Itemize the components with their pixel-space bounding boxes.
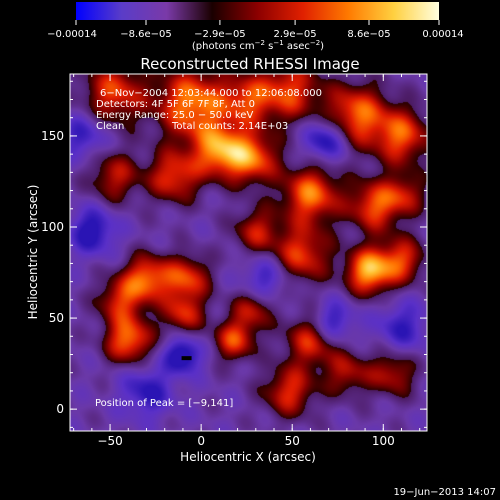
plot-frame bbox=[69, 73, 428, 432]
colorbar-tick-label: −2.9e−05 bbox=[194, 29, 246, 40]
colorbar-tick-label: −0.00014 bbox=[47, 29, 97, 40]
colorbar-tick-labels: −0.00014 −8.6e−05 −2.9e−05 2.9e−05 8.6e−05 0.… bbox=[47, 29, 464, 40]
x-axis-tick-label: 0 bbox=[197, 434, 205, 448]
clean-annotation: Clean bbox=[96, 121, 124, 132]
colorbar-tick-label: 2.9e−05 bbox=[274, 29, 317, 40]
x-axis-tick-label: 100 bbox=[372, 434, 395, 448]
y-axis-tick-label: 0 bbox=[56, 402, 64, 416]
colorbar-unit-label: (photons cm−2 s−1 asec−2) bbox=[192, 39, 324, 52]
detectors-annotation: Detectors: 4F 5F 6F 7F 8F, Att 0 bbox=[96, 99, 255, 110]
total-counts-annotation: Total counts: 2.14E+03 bbox=[171, 121, 288, 132]
heatmap-container bbox=[70, 74, 427, 431]
y-axis-tick-label: 150 bbox=[41, 129, 64, 143]
colorbar-tick-label: −8.6e−05 bbox=[120, 29, 172, 40]
time-range-annotation: 6−Nov−2004 12:03:44.000 to 12:06:08.000 bbox=[100, 88, 322, 99]
y-axis-tick-label: 50 bbox=[49, 311, 64, 325]
x-axis-ticks: −50 0 50 100 bbox=[73, 74, 421, 448]
heatmap-image bbox=[70, 74, 427, 431]
x-axis-tick-label: −50 bbox=[97, 434, 122, 448]
colorbar-tick-label: 8.6e−05 bbox=[347, 29, 390, 40]
chart-title: Reconstructed RHESSI Image bbox=[140, 55, 359, 73]
footer-timestamp: 19−Jun−2013 14:07 bbox=[393, 487, 496, 498]
x-axis-tick-label: 50 bbox=[285, 434, 300, 448]
y-axis-tick-label: 100 bbox=[41, 220, 64, 234]
colorbar-ticks bbox=[75, 20, 440, 25]
y-axis-label: Heliocentric Y (arcsec) bbox=[26, 185, 40, 320]
peak-position-annotation: Position of Peak = [−9,141] bbox=[95, 398, 233, 409]
peak-marker bbox=[181, 356, 192, 361]
x-axis-label: Heliocentric X (arcsec) bbox=[180, 450, 316, 464]
colorbar bbox=[76, 2, 439, 20]
y-axis-ticks: 0 50 100 150 bbox=[41, 80, 427, 428]
colorbar-tick-label: 0.00014 bbox=[422, 29, 463, 40]
energy-range-annotation: Energy Range: 25.0 − 50.0 keV bbox=[96, 110, 253, 121]
